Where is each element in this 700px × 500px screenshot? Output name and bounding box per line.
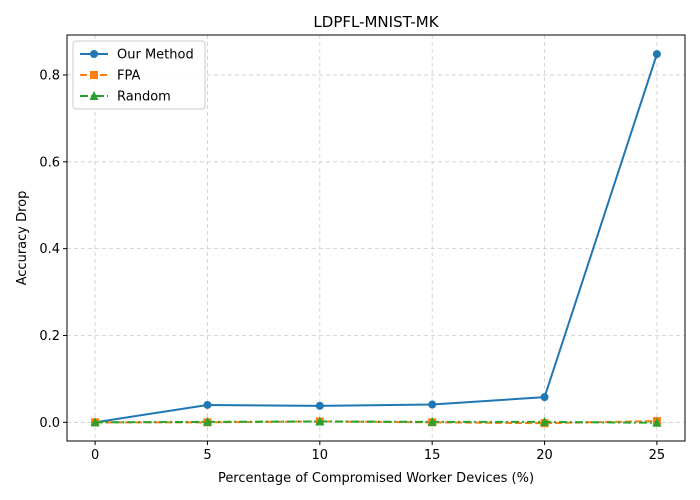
y-tick-label: 0.0 — [39, 416, 60, 431]
x-tick-label: 5 — [203, 448, 211, 463]
y-tick-label: 0.4 — [39, 242, 60, 257]
y-axis-label: Accuracy Drop — [15, 191, 30, 286]
data-point-random — [652, 417, 662, 427]
legend-marker-random — [89, 91, 99, 100]
data-point-our-method — [540, 393, 549, 402]
data-point-random — [90, 417, 100, 427]
y-tick-label: 0.6 — [39, 155, 60, 170]
y-axis: 0.0 0.2 0.4 0.6 0.8 — [39, 68, 67, 431]
series-random — [90, 416, 662, 427]
legend-label-fpa: FPA — [117, 69, 140, 84]
series-line-our-method — [94, 53, 658, 424]
y-tick-label: 0.8 — [39, 68, 60, 83]
x-axis: 0 5 10 15 20 25 — [91, 441, 665, 463]
plot-area — [66, 34, 686, 442]
series-group — [90, 50, 662, 428]
x-tick-label: 20 — [536, 448, 553, 463]
series-line-random — [95, 420, 657, 424]
data-point-random — [427, 416, 437, 426]
data-point-our-method — [203, 400, 212, 409]
legend-label-random: Random — [117, 90, 171, 105]
legend-marker-our-method — [90, 50, 98, 58]
legend-marker-fpa — [90, 71, 98, 79]
legend-label-our-method: Our Method — [117, 48, 194, 63]
data-point-random — [540, 416, 550, 426]
y-tick-label: 0.2 — [39, 329, 60, 344]
chart-title: LDPFL-MNIST-MK — [313, 13, 439, 31]
series-line-fpa — [95, 420, 657, 425]
data-point-our-method — [428, 400, 437, 409]
x-tick-label: 10 — [312, 448, 329, 463]
data-point-random — [202, 416, 212, 426]
x-axis-label: Percentage of Compromised Worker Devices… — [218, 471, 534, 486]
x-tick-label: 25 — [649, 448, 666, 463]
data-point-random — [315, 416, 325, 426]
x-tick-label: 0 — [91, 448, 99, 463]
legend: Our Method FPA Random — [72, 40, 206, 110]
data-point-our-method — [315, 401, 324, 410]
legend-box — [72, 40, 206, 110]
x-tick-label: 15 — [424, 448, 441, 463]
data-point-our-method — [652, 50, 661, 59]
